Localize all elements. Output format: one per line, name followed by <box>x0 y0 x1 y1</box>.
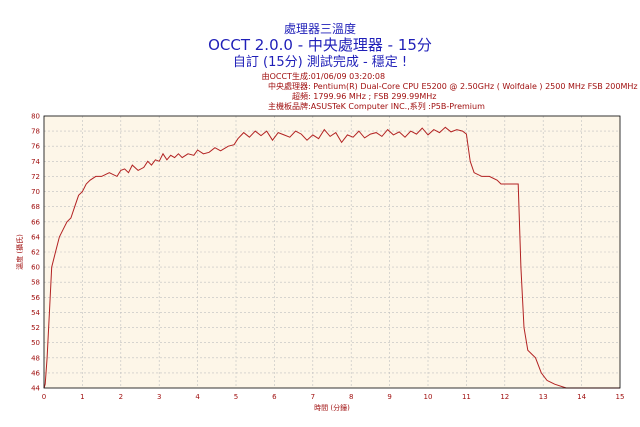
x-tick-label: 2 <box>119 393 123 401</box>
y-tick-label: 48 <box>31 354 40 362</box>
y-tick-label: 76 <box>31 143 40 151</box>
x-axis-ticks: 0 1 2 3 4 5 6 7 8 9 10 11 12 13 14 15 <box>42 393 625 401</box>
x-tick-label: 9 <box>387 393 391 401</box>
x-tick-label: 5 <box>234 393 238 401</box>
y-tick-label: 78 <box>31 128 40 136</box>
y-tick-label: 64 <box>31 233 40 241</box>
grid-lines <box>44 116 620 388</box>
y-tick-label: 54 <box>31 309 40 317</box>
y-tick-label: 74 <box>31 158 40 166</box>
x-tick-label: 12 <box>500 393 509 401</box>
x-tick-label: 10 <box>424 393 433 401</box>
y-tick-label: 58 <box>31 279 40 287</box>
info-generated-value: :01/06/09 03:20:08 <box>308 72 386 81</box>
y-tick-label: 52 <box>31 324 40 332</box>
x-tick-label: 0 <box>42 393 46 401</box>
x-tick-label: 8 <box>349 393 353 401</box>
y-tick-label: 50 <box>31 339 40 347</box>
info-motherboard-value: :ASUSTeK Computer INC.,系列 :P5B-Premium <box>308 102 485 111</box>
x-tick-label: 7 <box>311 393 315 401</box>
info-motherboard-key: 主機板品牌 <box>268 102 308 111</box>
info-generated-key: 由OCCT生成 <box>261 72 308 81</box>
x-tick-label: 11 <box>462 393 471 401</box>
plot-border <box>43 115 621 389</box>
y-axis-ticks: 44 46 48 50 52 54 56 58 60 62 64 66 68 70 72 74 76 78 80 <box>31 113 40 393</box>
info-overclock-value: : 1799.96 MHz ; FSB 299.99MHz <box>308 92 437 101</box>
x-tick-label: 3 <box>157 393 161 401</box>
x-tick-label: 15 <box>616 393 625 401</box>
chart-subtitle: OCCT 2.0.0 - 中央處理器 - 15分 <box>208 36 432 54</box>
x-tick-label: 4 <box>195 393 200 401</box>
x-tick-label: 14 <box>577 393 586 401</box>
y-tick-label: 68 <box>31 203 40 211</box>
y-tick-label: 80 <box>31 113 40 121</box>
y-axis-label: 溫度 (攝氏) <box>15 234 24 270</box>
x-axis-label: 時間 (分鐘) <box>314 403 350 412</box>
x-tick-label: 1 <box>80 393 84 401</box>
test-status: 自訂 (15分) 測試完成 - 穩定 ! <box>232 55 408 70</box>
y-tick-label: 66 <box>31 218 40 226</box>
y-tick-label: 70 <box>31 188 40 196</box>
chart-title: 處理器三溫度 <box>283 22 356 36</box>
temperature-series-line <box>43 126 620 389</box>
y-tick-label: 56 <box>31 294 40 302</box>
info-overclock-key: 超頻 <box>292 92 308 101</box>
y-tick-label: 60 <box>31 264 40 272</box>
y-tick-label: 46 <box>31 369 40 377</box>
x-tick-label: 13 <box>539 393 548 401</box>
info-cpu-value: : Pentium(R) Dual-Core CPU E5200 @ 2.50G… <box>308 82 638 91</box>
y-tick-label: 72 <box>31 173 40 181</box>
y-tick-label: 44 <box>31 385 40 393</box>
info-cpu-key: 中央處理器 <box>268 82 308 91</box>
x-tick-label: 6 <box>272 393 277 401</box>
y-tick-label: 62 <box>31 249 40 257</box>
